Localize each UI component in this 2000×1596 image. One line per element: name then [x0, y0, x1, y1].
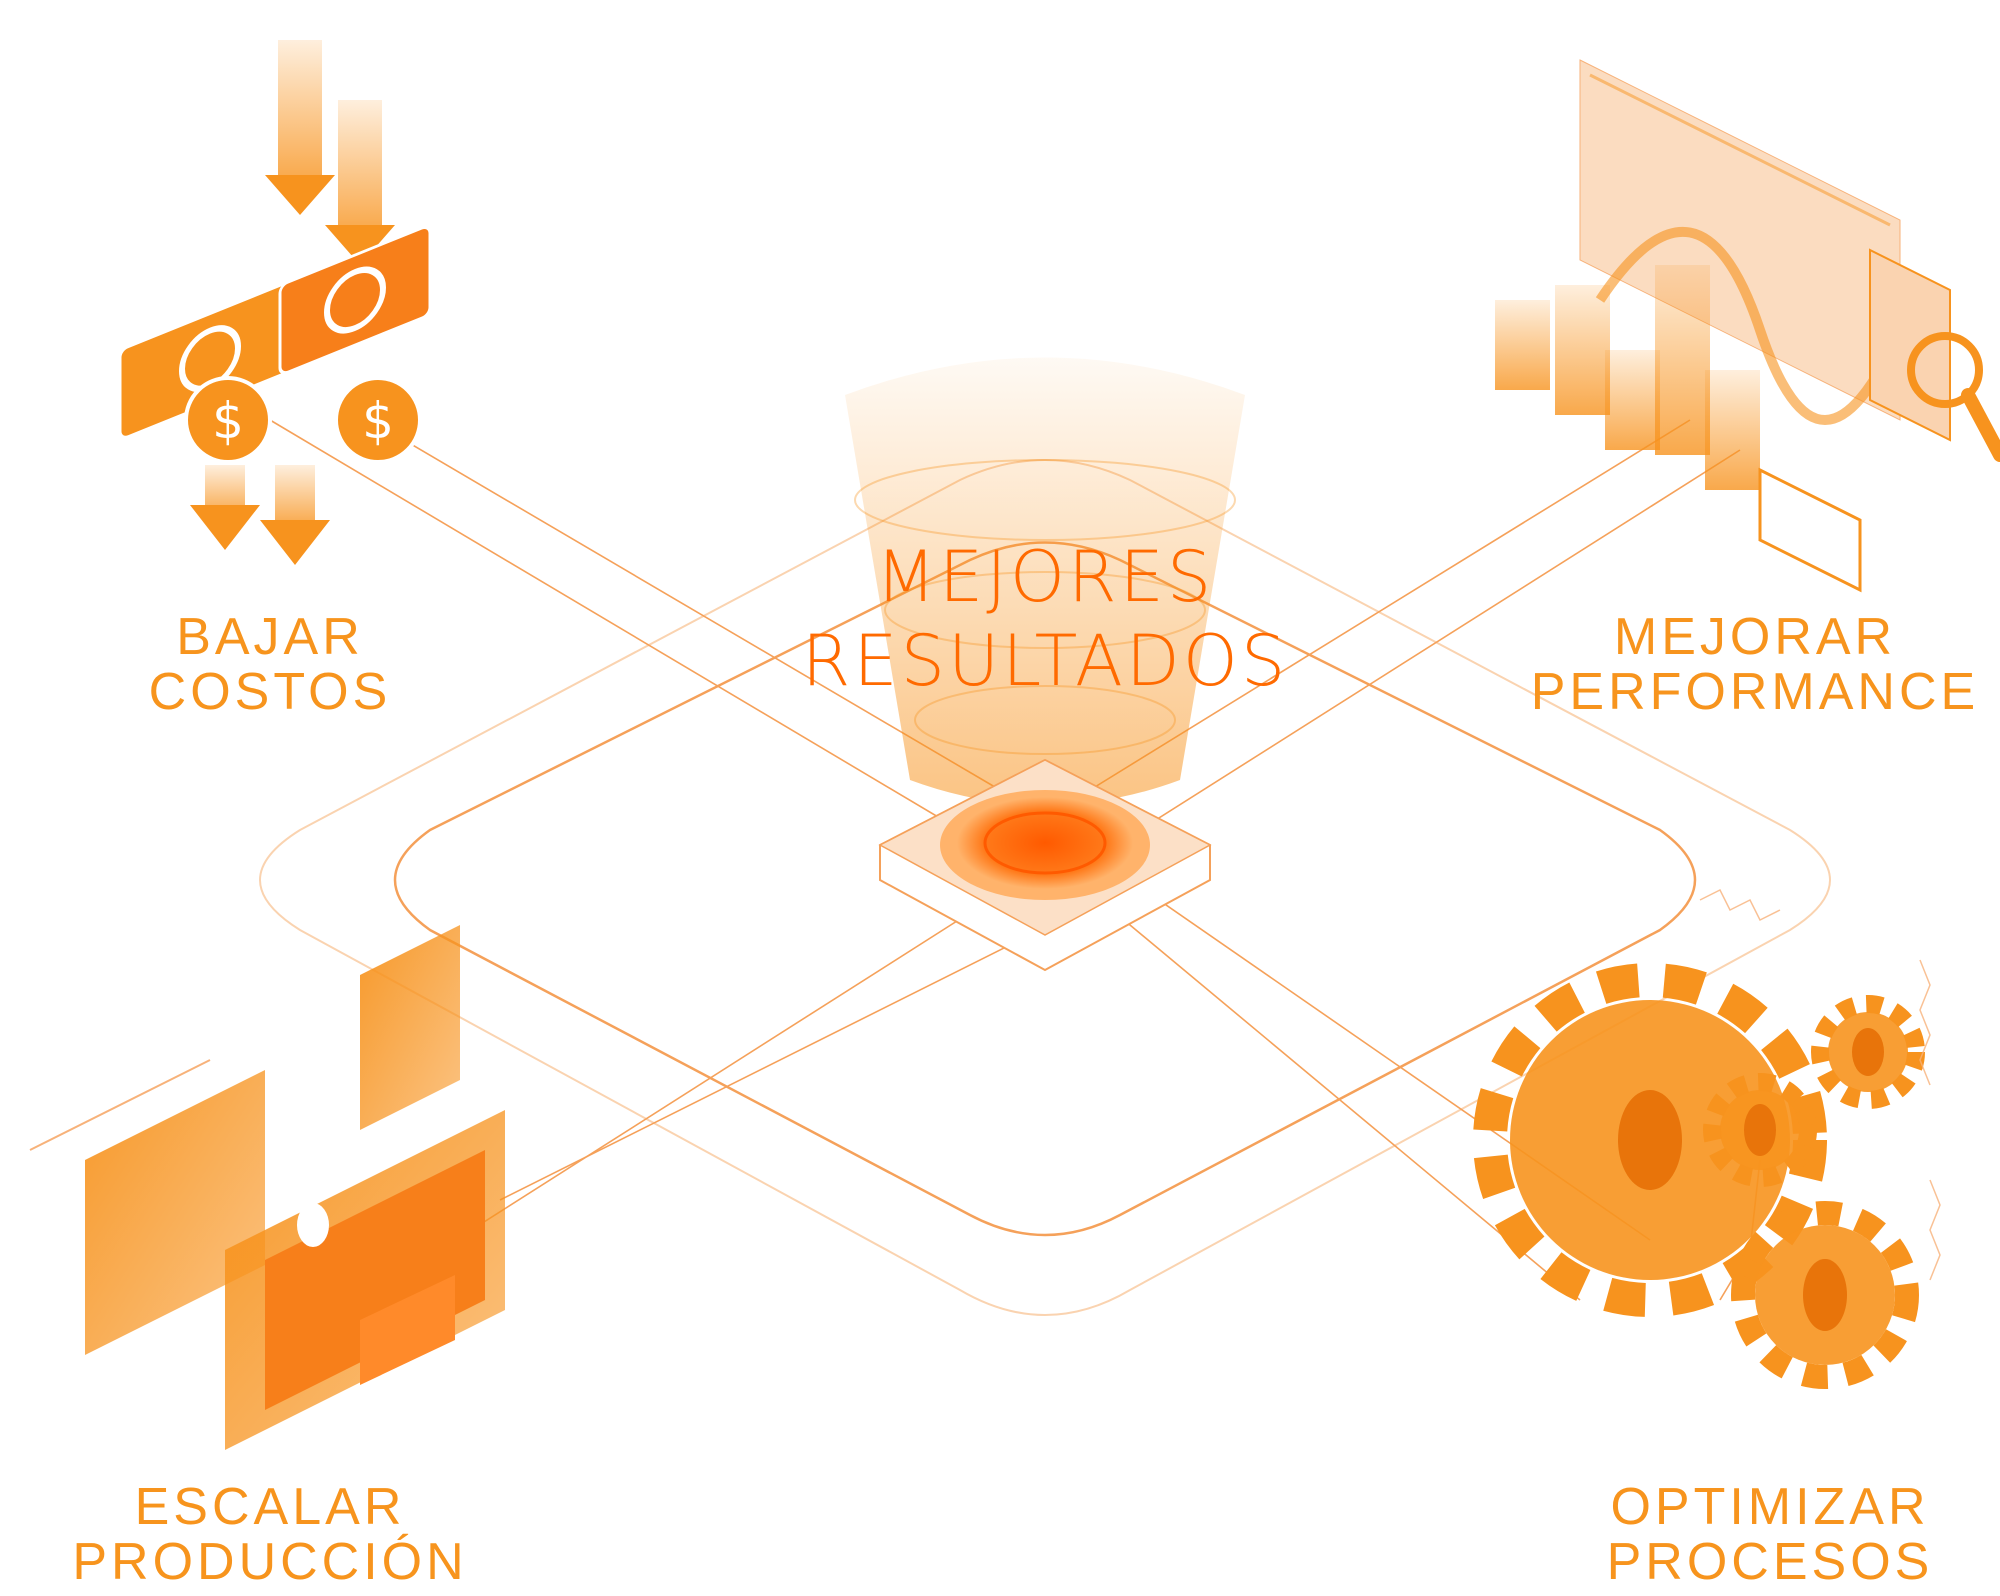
label-bajar-costos: BAJAR COSTOS	[120, 610, 420, 719]
analytics-dashboard-icon	[1495, 59, 2000, 593]
center-title-line1: MEJORES	[875, 536, 1215, 618]
label-escalar-produccion-line2: PRODUCCIÓN	[72, 1532, 468, 1591]
label-optimizar-procesos: OPTIMIZAR PROCESOS	[1570, 1480, 1970, 1589]
label-mejorar-performance: MEJORAR PERFORMANCE	[1520, 610, 1990, 719]
label-optimizar-procesos-line1: OPTIMIZAR	[1610, 1478, 1930, 1536]
svg-text:$: $	[212, 392, 244, 450]
center-title: MEJORES RESULTADOS	[800, 535, 1290, 703]
label-mejorar-performance-line2: PERFORMANCE	[1530, 662, 1980, 721]
media-screens-icon	[29, 925, 505, 1450]
connection-lines	[269, 419, 1761, 1301]
label-escalar-produccion: ESCALAR PRODUCCIÓN	[60, 1480, 480, 1589]
money-bills-icon: $ $	[118, 40, 432, 565]
svg-text:$: $	[362, 392, 394, 450]
central-pedestal	[878, 758, 1212, 972]
label-mejorar-performance-line1: MEJORAR	[1613, 608, 1897, 666]
label-optimizar-procesos-line2: PROCESOS	[1606, 1532, 1934, 1591]
gears-icon	[1473, 888, 1941, 1389]
hologram-beam	[845, 357, 1245, 805]
label-escalar-produccion-line1: ESCALAR	[134, 1478, 406, 1536]
center-title-line2: RESULTADOS	[801, 620, 1289, 702]
hologram-rings	[854, 459, 1236, 755]
label-bajar-costos-line2: COSTOS	[148, 662, 392, 721]
label-bajar-costos-line1: BAJAR	[176, 608, 364, 666]
